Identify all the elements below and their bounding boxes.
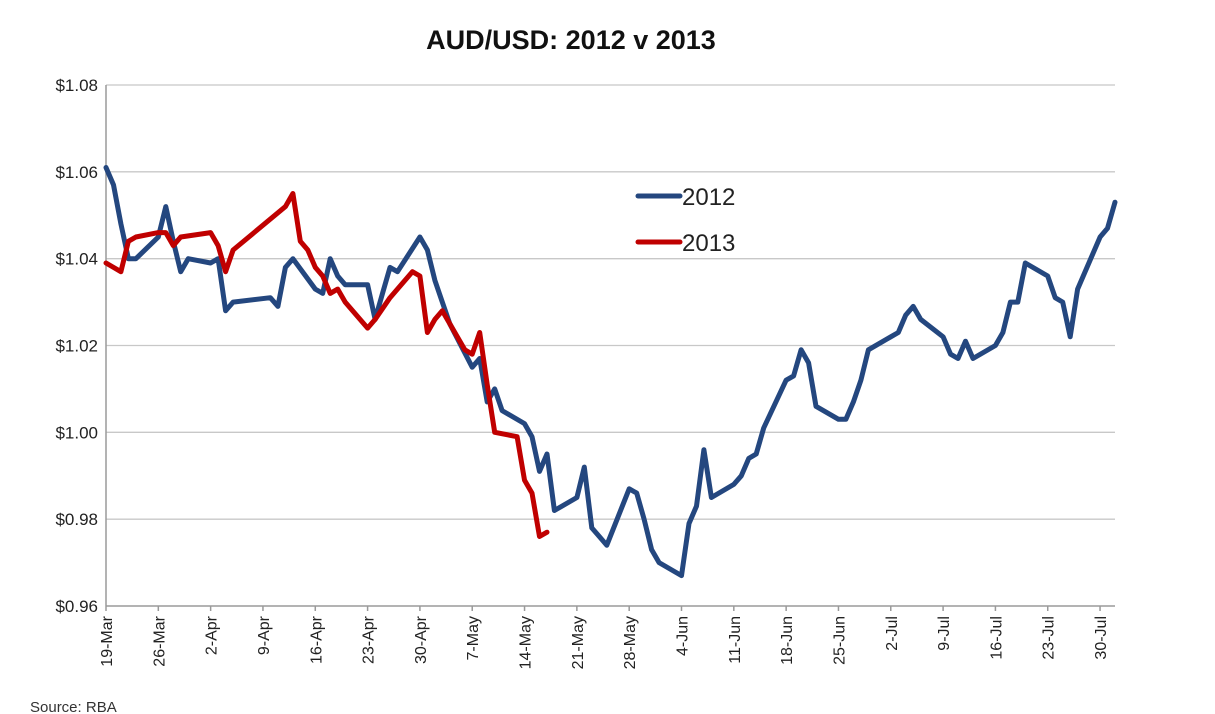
y-tick-label: $1.04 [55,250,98,269]
legend: 2012 2013 [635,184,735,257]
y-tick-label: $1.02 [55,337,98,356]
y-axis-ticks: $0.96 $0.98 $1.00 $1.02 $1.04 $1.06 $1.08 [55,76,98,616]
series-line-2013 [103,191,550,539]
x-tick-label: 11-Jun [727,616,744,664]
legend-label-2013: 2013 [682,230,735,257]
x-tick-label: 2-Jul [884,616,901,651]
x-tick-label: 18-Jun [779,616,796,665]
x-tick-label: 16-Apr [308,615,325,664]
x-tick-label: 9-Jul [936,616,953,651]
y-tick-label: $1.00 [55,423,98,442]
x-tick-label: 14-May [518,616,535,669]
x-tick-label: 30-Jul [1093,616,1110,660]
x-tick-label: 4-Jun [675,616,692,656]
series-lines [103,165,1118,579]
x-tick-label: 9-Apr [256,615,273,655]
x-axis-ticks: 19-Mar 26-Mar 2-Apr 9-Apr 16-Apr 23-Apr 30-Apr… [99,606,1110,669]
x-tick-label: 28-May [622,616,639,669]
x-tick-label: 21-May [570,616,587,669]
x-tick-label: 23-Apr [361,615,378,664]
legend-label-2012: 2012 [682,184,735,211]
chart-title: AUD/USD: 2012 v 2013 [426,25,716,55]
x-tick-label: 2-Apr [204,615,221,655]
x-tick-label: 19-Mar [99,615,116,666]
series-line-2012 [103,165,1118,579]
y-tick-label: $0.98 [55,510,98,529]
source-note: Source: RBA [30,699,117,714]
x-tick-label: 25-Jun [831,616,848,665]
y-tick-label: $1.08 [55,76,98,95]
x-tick-label: 16-Jul [988,616,1005,660]
x-tick-label: 26-Mar [151,615,168,666]
y-tick-label: $1.06 [55,163,98,182]
x-tick-label: 23-Jul [1041,616,1058,660]
x-tick-label: 30-Apr [413,615,430,664]
y-tick-label: $0.96 [55,597,98,616]
x-tick-label: 7-May [465,616,482,660]
